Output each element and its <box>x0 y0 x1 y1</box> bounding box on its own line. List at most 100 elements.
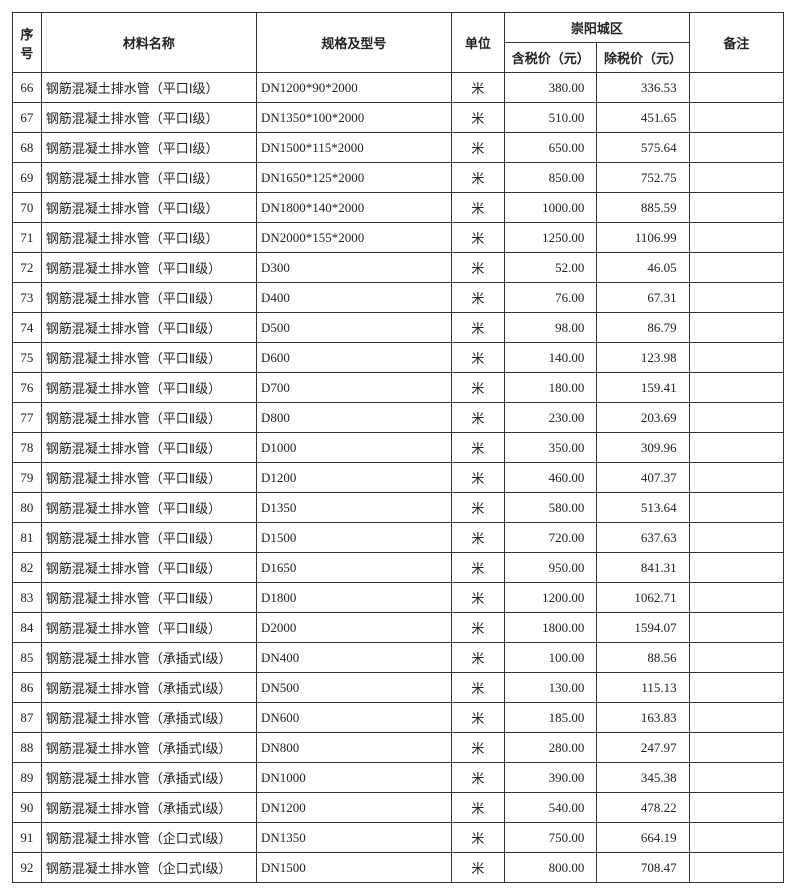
table-row: 82钢筋混凝土排水管（平口Ⅱ级）D1650米950.00841.31 <box>13 553 784 583</box>
cell-spec: DN500 <box>257 673 452 703</box>
cell-price-excl: 407.37 <box>597 463 689 493</box>
cell-unit: 米 <box>451 553 504 583</box>
cell-unit: 米 <box>451 163 504 193</box>
cell-name: 钢筋混凝土排水管（承插式Ⅰ级） <box>41 703 256 733</box>
cell-price-excl: 1594.07 <box>597 613 689 643</box>
cell-name: 钢筋混凝土排水管（承插式Ⅰ级） <box>41 673 256 703</box>
cell-spec: D1650 <box>257 553 452 583</box>
cell-spec: D1500 <box>257 523 452 553</box>
cell-note <box>689 733 783 763</box>
cell-spec: DN1350*100*2000 <box>257 103 452 133</box>
cell-price-excl: 159.41 <box>597 373 689 403</box>
table-row: 91钢筋混凝土排水管（企口式Ⅰ级）DN1350米750.00664.19 <box>13 823 784 853</box>
cell-spec: D1350 <box>257 493 452 523</box>
cell-seq: 90 <box>13 793 42 823</box>
cell-spec: D300 <box>257 253 452 283</box>
cell-note <box>689 703 783 733</box>
cell-spec: D2000 <box>257 613 452 643</box>
cell-spec: D1200 <box>257 463 452 493</box>
cell-price-incl: 180.00 <box>505 373 597 403</box>
cell-spec: D1800 <box>257 583 452 613</box>
cell-price-excl: 345.38 <box>597 763 689 793</box>
cell-seq: 74 <box>13 313 42 343</box>
cell-seq: 84 <box>13 613 42 643</box>
cell-price-excl: 336.53 <box>597 73 689 103</box>
cell-seq: 79 <box>13 463 42 493</box>
cell-price-incl: 1250.00 <box>505 223 597 253</box>
table-row: 90钢筋混凝土排水管（承插式Ⅰ级）DN1200米540.00478.22 <box>13 793 784 823</box>
cell-name: 钢筋混凝土排水管（平口Ⅰ级） <box>41 163 256 193</box>
cell-note <box>689 613 783 643</box>
cell-price-incl: 100.00 <box>505 643 597 673</box>
cell-note <box>689 313 783 343</box>
cell-note <box>689 73 783 103</box>
cell-spec: DN1200*90*2000 <box>257 73 452 103</box>
table-header: 序号 材料名称 规格及型号 单位 崇阳城区 备注 含税价（元） 除税价（元） <box>13 13 784 73</box>
cell-price-incl: 130.00 <box>505 673 597 703</box>
cell-seq: 89 <box>13 763 42 793</box>
cell-price-incl: 950.00 <box>505 553 597 583</box>
cell-seq: 76 <box>13 373 42 403</box>
cell-seq: 75 <box>13 343 42 373</box>
cell-price-incl: 1800.00 <box>505 613 597 643</box>
table-row: 68钢筋混凝土排水管（平口Ⅰ级）DN1500*115*2000米650.0057… <box>13 133 784 163</box>
cell-name: 钢筋混凝土排水管（平口Ⅱ级） <box>41 283 256 313</box>
cell-spec: D400 <box>257 283 452 313</box>
table-row: 92钢筋混凝土排水管（企口式Ⅰ级）DN1500米800.00708.47 <box>13 853 784 883</box>
table-row: 81钢筋混凝土排水管（平口Ⅱ级）D1500米720.00637.63 <box>13 523 784 553</box>
cell-unit: 米 <box>451 463 504 493</box>
cell-price-excl: 46.05 <box>597 253 689 283</box>
header-price-excl: 除税价（元） <box>597 43 689 73</box>
table-row: 83钢筋混凝土排水管（平口Ⅱ级）D1800米1200.001062.71 <box>13 583 784 613</box>
cell-spec: D1000 <box>257 433 452 463</box>
cell-note <box>689 793 783 823</box>
cell-price-excl: 88.56 <box>597 643 689 673</box>
cell-note <box>689 643 783 673</box>
cell-price-incl: 390.00 <box>505 763 597 793</box>
cell-seq: 68 <box>13 133 42 163</box>
cell-price-excl: 513.64 <box>597 493 689 523</box>
cell-price-incl: 1000.00 <box>505 193 597 223</box>
cell-price-excl: 637.63 <box>597 523 689 553</box>
cell-unit: 米 <box>451 673 504 703</box>
cell-unit: 米 <box>451 823 504 853</box>
cell-price-incl: 750.00 <box>505 823 597 853</box>
cell-name: 钢筋混凝土排水管（承插式Ⅰ级） <box>41 733 256 763</box>
cell-name: 钢筋混凝土排水管（平口Ⅰ级） <box>41 193 256 223</box>
cell-spec: DN1500 <box>257 853 452 883</box>
table-row: 80钢筋混凝土排水管（平口Ⅱ级）D1350米580.00513.64 <box>13 493 784 523</box>
cell-spec: DN1650*125*2000 <box>257 163 452 193</box>
cell-spec: DN800 <box>257 733 452 763</box>
cell-price-excl: 885.59 <box>597 193 689 223</box>
cell-name: 钢筋混凝土排水管（平口Ⅱ级） <box>41 253 256 283</box>
cell-unit: 米 <box>451 373 504 403</box>
cell-unit: 米 <box>451 343 504 373</box>
cell-price-incl: 350.00 <box>505 433 597 463</box>
cell-price-incl: 540.00 <box>505 793 597 823</box>
cell-price-incl: 76.00 <box>505 283 597 313</box>
cell-note <box>689 133 783 163</box>
table-row: 71钢筋混凝土排水管（平口Ⅰ级）DN2000*155*2000米1250.001… <box>13 223 784 253</box>
cell-spec: DN2000*155*2000 <box>257 223 452 253</box>
table-row: 66钢筋混凝土排水管（平口Ⅰ级）DN1200*90*2000米380.00336… <box>13 73 784 103</box>
table-row: 70钢筋混凝土排水管（平口Ⅰ级）DN1800*140*2000米1000.008… <box>13 193 784 223</box>
cell-seq: 85 <box>13 643 42 673</box>
table-row: 76钢筋混凝土排水管（平口Ⅱ级）D700米180.00159.41 <box>13 373 784 403</box>
cell-note <box>689 763 783 793</box>
cell-spec: D700 <box>257 373 452 403</box>
table-row: 86钢筋混凝土排水管（承插式Ⅰ级）DN500米130.00115.13 <box>13 673 784 703</box>
cell-unit: 米 <box>451 133 504 163</box>
cell-name: 钢筋混凝土排水管（平口Ⅰ级） <box>41 133 256 163</box>
cell-name: 钢筋混凝土排水管（平口Ⅱ级） <box>41 313 256 343</box>
cell-spec: D600 <box>257 343 452 373</box>
cell-spec: DN1800*140*2000 <box>257 193 452 223</box>
table-row: 75钢筋混凝土排水管（平口Ⅱ级）D600米140.00123.98 <box>13 343 784 373</box>
cell-price-excl: 575.64 <box>597 133 689 163</box>
cell-name: 钢筋混凝土排水管（平口Ⅱ级） <box>41 373 256 403</box>
cell-seq: 71 <box>13 223 42 253</box>
cell-note <box>689 163 783 193</box>
cell-unit: 米 <box>451 583 504 613</box>
cell-name: 钢筋混凝土排水管（平口Ⅱ级） <box>41 403 256 433</box>
table-row: 79钢筋混凝土排水管（平口Ⅱ级）D1200米460.00407.37 <box>13 463 784 493</box>
cell-price-incl: 580.00 <box>505 493 597 523</box>
